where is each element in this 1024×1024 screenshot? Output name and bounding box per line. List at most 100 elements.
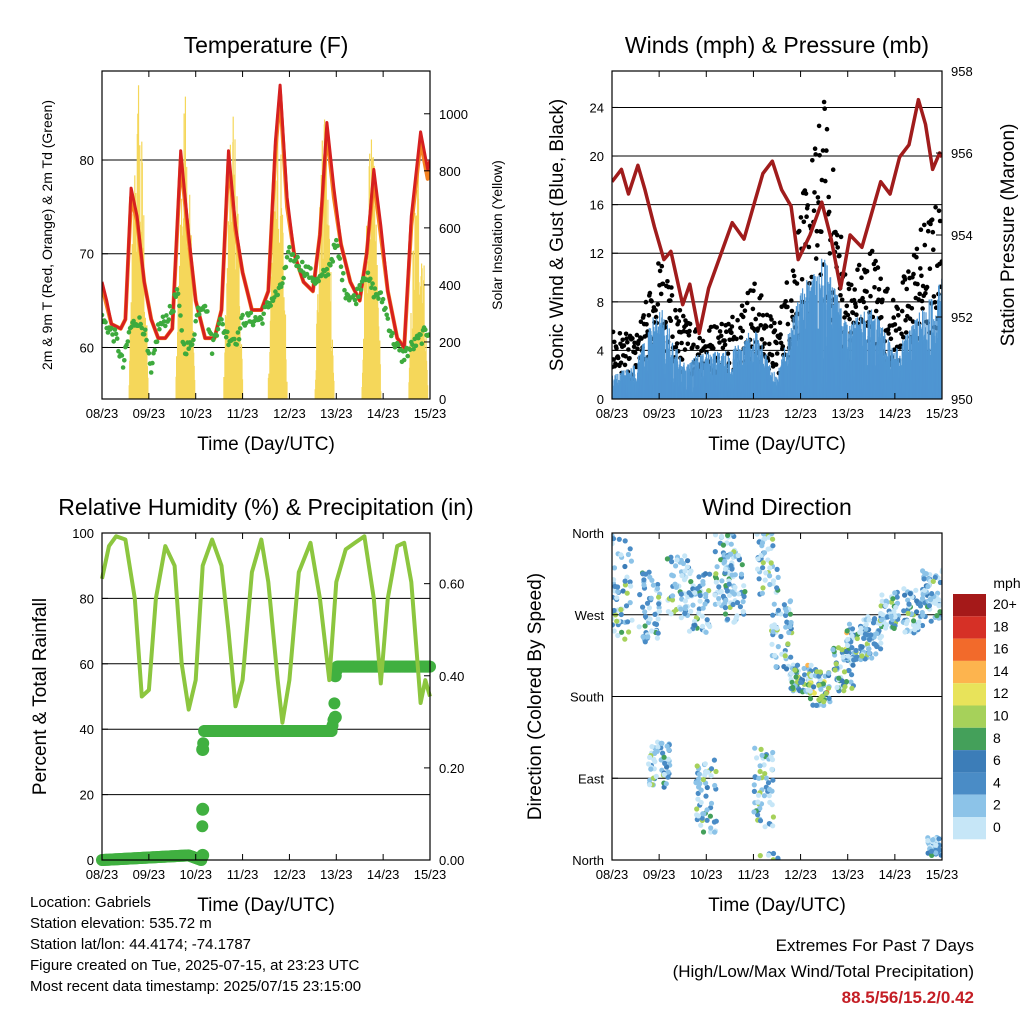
- gust-point: [875, 265, 881, 270]
- dewpoint-point: [304, 271, 310, 277]
- direction-point: [696, 606, 702, 612]
- direction-point: [816, 682, 822, 689]
- direction-point: [770, 777, 776, 783]
- direction-point: [725, 616, 731, 622]
- temperature-ytick-label: 70: [80, 247, 94, 262]
- direction-point: [719, 533, 725, 540]
- gust-point: [891, 315, 896, 320]
- direction-point: [894, 600, 901, 606]
- extremes-subtitle: (High/Low/Max Wind/Total Precipitation): [672, 962, 974, 981]
- gust-point: [622, 362, 628, 368]
- direction-point: [686, 628, 693, 634]
- direction-point: [879, 598, 885, 604]
- rainfall-point: [196, 802, 210, 816]
- legend-swatch: [953, 660, 986, 684]
- direction-point: [944, 842, 949, 847]
- gust-point: [878, 276, 883, 282]
- direction-point: [708, 773, 714, 779]
- gust-point: [627, 356, 632, 361]
- direction-point: [769, 623, 775, 629]
- direction-point: [628, 583, 634, 589]
- legend-swatch: [953, 705, 986, 728]
- direction-ytick-label: East: [578, 771, 604, 786]
- dewpoint-point: [330, 259, 336, 264]
- direction-point: [719, 578, 725, 584]
- direction-point: [656, 601, 662, 607]
- gust-point: [902, 277, 908, 282]
- gust-point: [918, 227, 924, 232]
- dewpoint-point: [308, 266, 313, 271]
- gust-point: [718, 333, 724, 339]
- direction-point: [712, 592, 718, 598]
- direction-point: [703, 629, 709, 635]
- humidity-y2tick-label: 0.40: [439, 669, 464, 684]
- dewpoint-point: [154, 339, 160, 345]
- direction-xtick-label: 10/23: [690, 867, 723, 882]
- direction-point: [649, 577, 655, 583]
- gust-point: [911, 271, 916, 277]
- gust-point: [806, 244, 812, 250]
- direction-point: [891, 608, 897, 615]
- direction-point: [696, 610, 702, 616]
- direction-point: [830, 647, 836, 653]
- dewpoint-point: [141, 332, 147, 337]
- direction-point: [751, 809, 757, 815]
- direction-point: [920, 591, 926, 598]
- dewpoint-point: [178, 313, 183, 318]
- dewpoint-point: [260, 321, 265, 326]
- gust-point: [735, 317, 740, 323]
- direction-point: [760, 585, 766, 591]
- direction-point: [654, 586, 661, 592]
- dewpoint-point: [111, 339, 116, 344]
- gust-point: [758, 323, 764, 328]
- legend-swatch: [953, 616, 986, 639]
- winds-panel: 08/23 09/23 10/23 11/23 12/23 13/23 14/23 15/23…: [547, 32, 1019, 455]
- direction-point: [696, 776, 702, 782]
- gust-point: [789, 308, 795, 314]
- gust-point: [646, 313, 652, 318]
- gust-point: [903, 318, 908, 323]
- gust-point: [725, 351, 731, 356]
- dewpoint-point: [161, 319, 167, 324]
- direction-point: [700, 623, 706, 629]
- gust-point: [930, 229, 936, 235]
- direction-point: [756, 775, 762, 781]
- gust-point: [813, 152, 818, 157]
- direction-point: [664, 556, 671, 562]
- gust-point: [885, 327, 891, 332]
- direction-point: [702, 571, 709, 577]
- direction-point: [854, 635, 860, 642]
- direction-point: [612, 577, 617, 583]
- direction-point: [640, 604, 646, 610]
- legend-swatch: [953, 683, 986, 706]
- direction-point: [722, 611, 729, 617]
- elevation-text: Station elevation: 535.72 m: [30, 915, 212, 932]
- direction-point: [684, 564, 691, 570]
- direction-point: [919, 595, 926, 602]
- dewpoint-point: [164, 313, 169, 318]
- dewpoint-point: [223, 334, 229, 340]
- dewpoint-point: [385, 316, 391, 321]
- direction-point: [647, 754, 653, 761]
- direction-point: [933, 850, 939, 856]
- direction-point: [787, 623, 793, 630]
- direction-point: [755, 566, 761, 572]
- dewpoint-point: [390, 330, 395, 336]
- direction-point: [698, 822, 704, 828]
- direction-point: [612, 628, 617, 634]
- direction-point: [761, 533, 767, 537]
- gust-point: [819, 229, 824, 234]
- dewpoint-point: [167, 303, 173, 309]
- legend-swatch: [953, 817, 986, 840]
- direction-point: [772, 652, 778, 659]
- direction-point: [890, 596, 896, 602]
- gust-point: [869, 248, 875, 254]
- gust-point: [647, 290, 653, 296]
- direction-point: [722, 605, 729, 611]
- dewpoint-point: [368, 276, 373, 282]
- gust-point: [814, 228, 820, 234]
- dewpoint-point: [296, 264, 302, 269]
- direction-point: [665, 774, 671, 780]
- direction-point: [716, 600, 722, 606]
